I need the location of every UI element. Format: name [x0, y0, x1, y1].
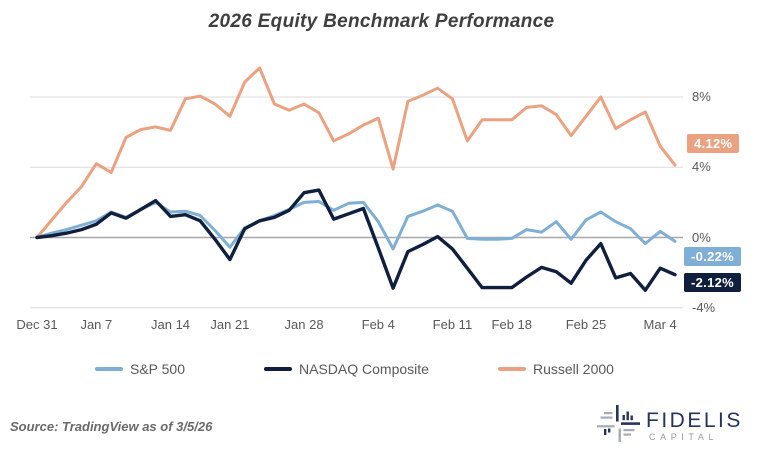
legend-swatch-sp500-icon [95, 367, 123, 371]
y-tick-label: 0% [692, 229, 711, 245]
x-tick-label: Feb 11 [432, 317, 473, 332]
series-line-russell-2000 [35, 66, 677, 239]
value-badge-russell-2000: 4.12% [687, 134, 740, 153]
x-tick-label: Jan 28 [284, 317, 324, 332]
legend-swatch-russell-2000-icon [498, 367, 526, 371]
x-tick-label: Jan 14 [151, 317, 191, 332]
legend-item-russell-2000: Russell 2000 [498, 361, 614, 377]
logo-wordmark: FIDELIS [646, 409, 743, 432]
x-tick-label: Jan 21 [210, 317, 250, 332]
line-chart [30, 66, 683, 309]
y-tick-label: 4% [692, 159, 711, 175]
fidelis-logo: FIDELIS CAPITAL [596, 403, 756, 449]
x-tick-label: Dec 31 [16, 317, 58, 332]
value-badge-nasdaq: -2.12% [684, 273, 741, 292]
legend-item-nasdaq: NASDAQ Composite [264, 361, 429, 377]
x-tick-label: Feb 18 [491, 317, 533, 332]
y-tick-label: 8% [692, 88, 711, 104]
legend-label-nasdaq: NASDAQ Composite [299, 361, 429, 377]
y-tick-label: -4% [692, 299, 716, 315]
x-tick-label: Mar 4 [643, 317, 677, 332]
legend-swatch-nasdaq-icon [264, 367, 292, 371]
legend-item-sp500: S&P 500 [95, 361, 185, 377]
legend-label-sp500: S&P 500 [130, 361, 186, 377]
page-title: 2026 Equity Benchmark Performance [208, 11, 555, 32]
series-line-nasdaq-composite [35, 188, 677, 292]
x-tick-label: Jan 7 [80, 317, 113, 332]
legend-label-russell-2000: Russell 2000 [533, 361, 614, 377]
source-note: Source: TradingView as of 3/5/26 [10, 419, 213, 434]
fidelis-logo-mark-icon [597, 405, 640, 442]
x-tick-label: Feb 4 [361, 317, 395, 332]
logo-subtext: CAPITAL [649, 432, 719, 442]
x-tick-label: Feb 25 [565, 317, 607, 332]
series-line-s-p-500 [35, 200, 677, 251]
value-badge-sp500: -0.22% [684, 247, 741, 266]
